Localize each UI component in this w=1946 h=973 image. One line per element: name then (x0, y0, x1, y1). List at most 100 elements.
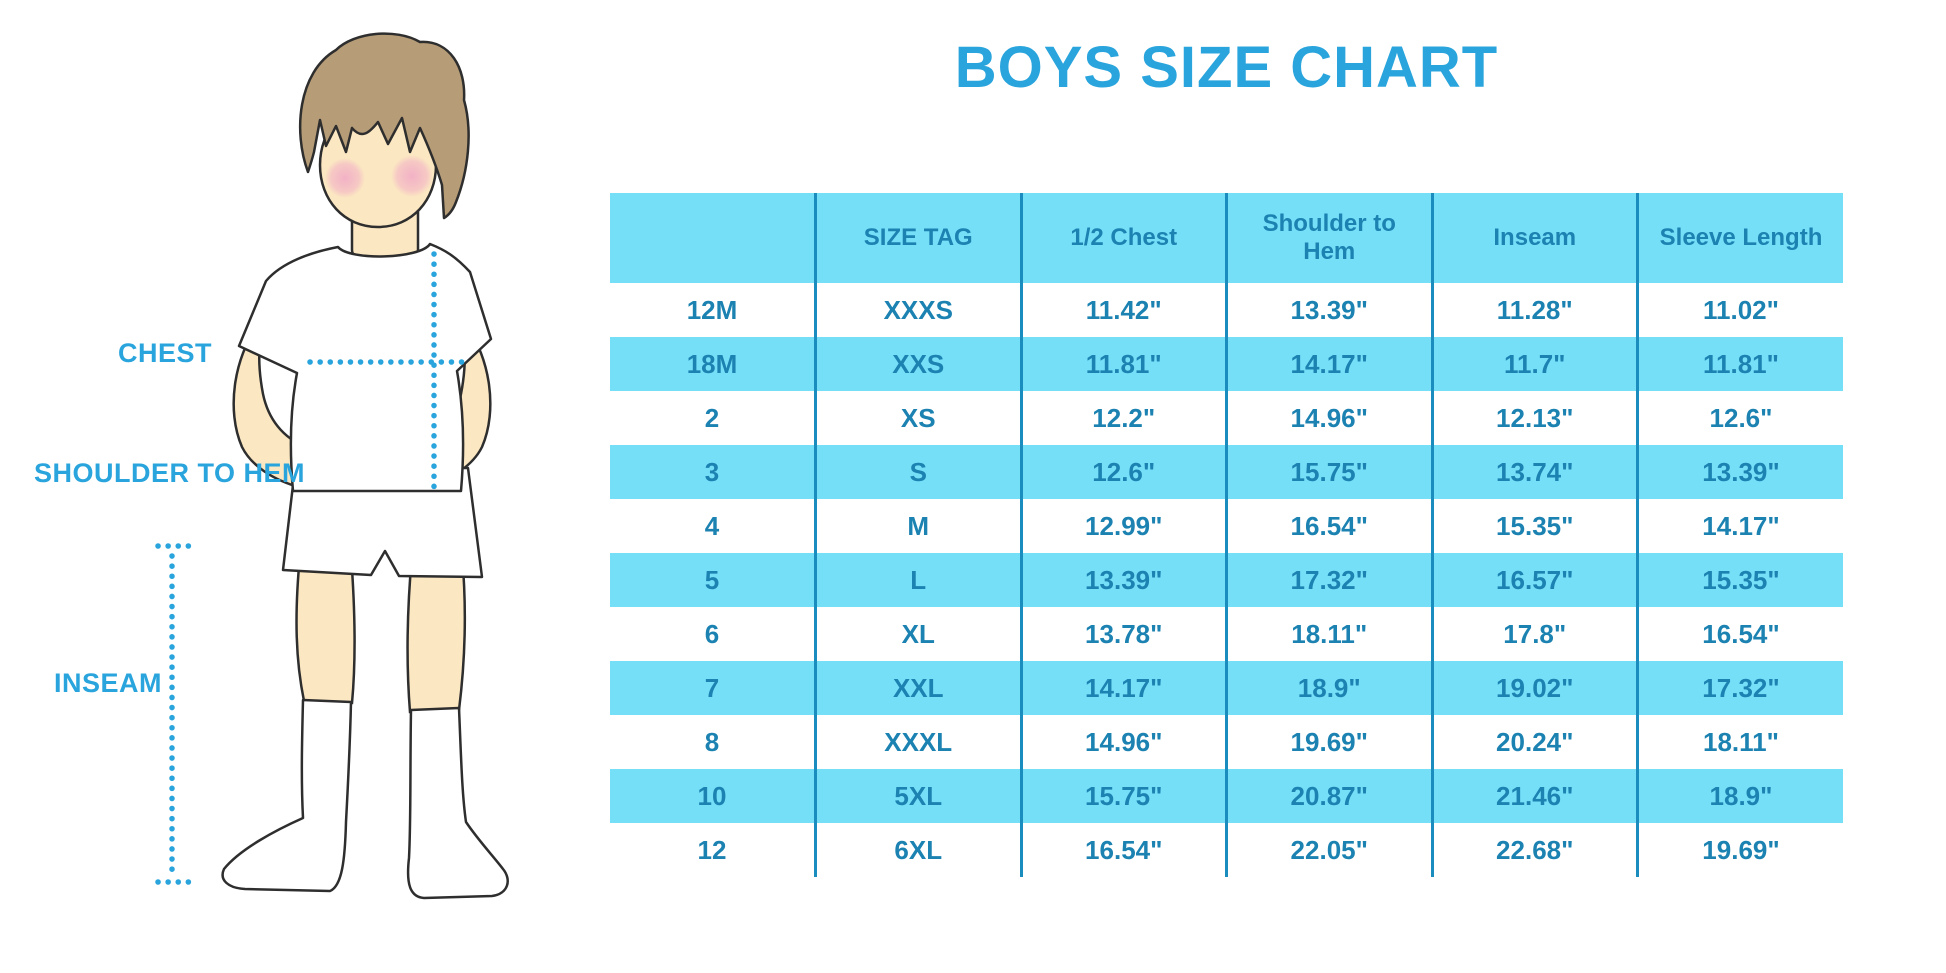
page-title: BOYS SIZE CHART (954, 35, 1499, 100)
table-cell: 15.75" (1019, 769, 1227, 823)
table-cell: XL (814, 607, 1021, 661)
table-cell: 16.54" (1225, 499, 1432, 553)
table-cell: XXL (814, 661, 1021, 715)
table-cell: XXXL (814, 715, 1021, 769)
table-cell: 13.39" (1225, 283, 1432, 337)
table-cell: 2 (704, 402, 720, 433)
boy-shirt (237, 242, 493, 493)
table-cell: 5 (704, 564, 720, 595)
table-cell: 19.02" (1430, 661, 1638, 715)
table-cell: 11.7" (1430, 337, 1638, 391)
column-header: 1/2 Chest (1019, 193, 1227, 283)
table-cell: 17.32" (1636, 661, 1843, 715)
table-cell: 4 (704, 510, 720, 541)
size-table-header-row: SIZE TAG 1/2 Chest Shoulder to Hem Inseam Sl… (610, 193, 1843, 283)
table-cell: 7 (704, 672, 720, 703)
column-header: Sleeve Length (1636, 193, 1843, 283)
table-cell: 17.8" (1430, 607, 1638, 661)
table-cell: 6 (704, 618, 720, 649)
table-cell: 11.02" (1636, 283, 1843, 337)
table-cell: 21.46" (1430, 769, 1638, 823)
table-cell: 18.9" (1225, 661, 1432, 715)
table-cell: 12.6" (1019, 445, 1227, 499)
table-cell: 13.39" (1019, 553, 1227, 607)
table-cell: 13.78" (1019, 607, 1227, 661)
table-row: 2 XS 12.2" 14.96" 12.13" 12.6" (610, 391, 1843, 445)
table-cell: 6XL (814, 823, 1021, 877)
table-row: 6 XL 13.78" 18.11" 17.8" 16.54" (610, 607, 1843, 661)
table-cell: 11.42" (1019, 283, 1227, 337)
size-chart-table: SIZE TAG 1/2 Chest Shoulder to Hem Inseam Sl… (610, 193, 1843, 877)
table-row: 4 M 12.99" 16.54" 15.35" 14.17" (610, 499, 1843, 553)
boy-sock-right (406, 706, 509, 900)
column-header (610, 193, 816, 283)
table-cell: 19.69" (1636, 823, 1843, 877)
column-header: Shoulder to Hem (1225, 193, 1432, 283)
table-cell: XS (814, 391, 1021, 445)
table-cell: 18.9" (1636, 769, 1843, 823)
table-cell: 12 (697, 834, 727, 865)
table-cell: 3 (704, 456, 720, 487)
table-cell: XXXS (814, 283, 1021, 337)
table-cell: 20.24" (1430, 715, 1638, 769)
table-cell: 8 (704, 726, 720, 757)
table-cell: 14.96" (1019, 715, 1227, 769)
table-cell: 20.87" (1225, 769, 1432, 823)
table-cell: 13.74" (1430, 445, 1638, 499)
shoulder-to-hem-label: SHOULDER TO HEM (34, 458, 306, 488)
column-header: SIZE TAG (814, 193, 1021, 283)
table-cell: 11.81" (1019, 337, 1227, 391)
table-cell: 15.35" (1636, 553, 1843, 607)
table-row: 8 XXXL 14.96" 19.69" 20.24" 18.11" (610, 715, 1843, 769)
column-header: Inseam (1430, 193, 1638, 283)
table-cell: 22.05" (1225, 823, 1432, 877)
boy-leg-right (406, 553, 467, 714)
table-cell: 14.17" (1636, 499, 1843, 553)
boy-sock-left (221, 698, 353, 893)
table-row: 18M XXS 11.81" 14.17" 11.7" 11.81" (610, 337, 1843, 391)
table-row: 3 S 12.6" 15.75" 13.74" 13.39" (610, 445, 1843, 499)
inseam-measure-line (155, 543, 193, 885)
table-cell: 12.6" (1636, 391, 1843, 445)
boy-blush-left (325, 158, 365, 198)
table-cell: 17.32" (1225, 553, 1432, 607)
table-row: 10 5XL 15.75" 20.87" 21.46" 18.9" (610, 769, 1843, 823)
inseam-label: INSEAM (54, 668, 163, 698)
table-cell: 12.2" (1019, 391, 1227, 445)
table-cell: 14.96" (1225, 391, 1432, 445)
table-cell: 18M (686, 348, 738, 379)
table-cell: M (814, 499, 1021, 553)
table-cell: 10 (697, 780, 727, 811)
table-cell: 16.54" (1019, 823, 1227, 877)
table-cell: 14.17" (1225, 337, 1432, 391)
boy-leg-left (295, 553, 356, 705)
boy-hair (298, 32, 470, 220)
size-table-body: 12M XXXS 11.42" 13.39" 11.28" 11.02" 18M XXS 11.… (610, 283, 1843, 877)
table-cell: 15.35" (1430, 499, 1638, 553)
table-cell: 13.39" (1636, 445, 1843, 499)
table-cell: 5XL (814, 769, 1021, 823)
table-cell: 11.81" (1636, 337, 1843, 391)
boy-blush-right (391, 155, 433, 197)
table-cell: L (814, 553, 1021, 607)
table-cell: 11.28" (1430, 283, 1638, 337)
table-cell: 19.69" (1225, 715, 1432, 769)
table-cell: 18.11" (1636, 715, 1843, 769)
size-table-head: SIZE TAG 1/2 Chest Shoulder to Hem Inseam Sl… (610, 193, 1843, 283)
table-row: 5 L 13.39" 17.32" 16.57" 15.35" (610, 553, 1843, 607)
table-cell: 22.68" (1430, 823, 1638, 877)
table-cell: 18.11" (1225, 607, 1432, 661)
table-cell: S (814, 445, 1021, 499)
table-row: 12M XXXS 11.42" 13.39" 11.28" 11.02" (610, 283, 1843, 337)
table-cell: XXS (814, 337, 1021, 391)
table-cell: 12.99" (1019, 499, 1227, 553)
boy-shorts (281, 466, 484, 579)
table-row: 7 XXL 14.17" 18.9" 19.02" 17.32" (610, 661, 1843, 715)
table-cell: 16.54" (1636, 607, 1843, 661)
chest-label: CHEST (118, 338, 213, 368)
table-cell: 12.13" (1430, 391, 1638, 445)
boy-illustration (155, 32, 509, 900)
table-cell: 14.17" (1019, 661, 1227, 715)
table-cell: 12M (686, 294, 738, 325)
